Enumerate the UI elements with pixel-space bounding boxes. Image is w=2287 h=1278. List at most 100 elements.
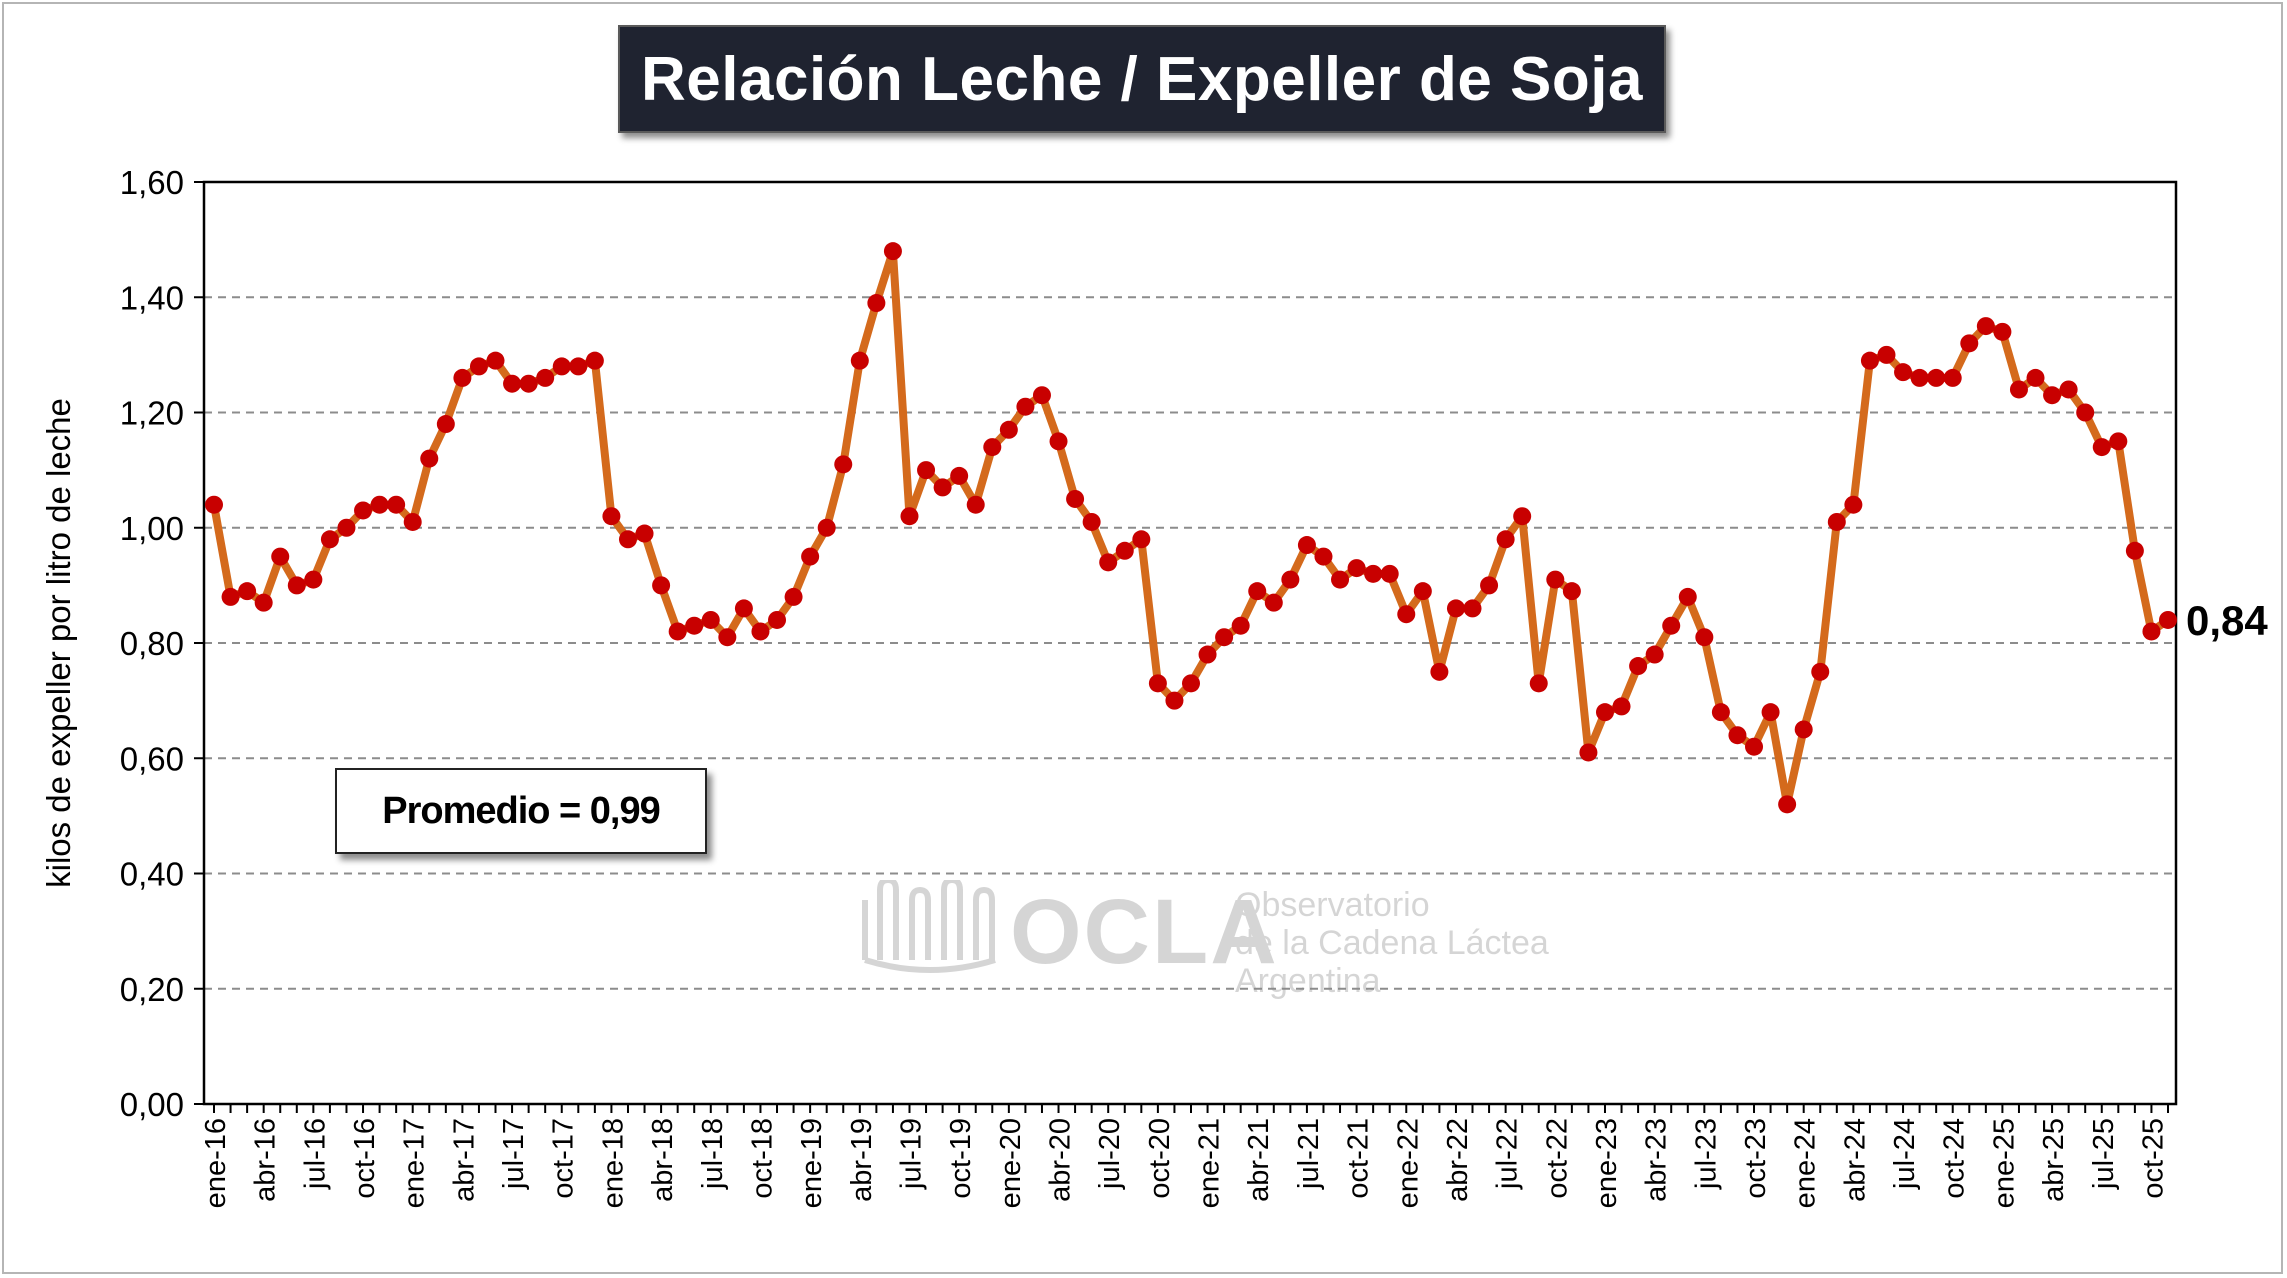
- x-tick-label: abr-24: [1839, 1118, 1871, 1202]
- x-tick-label: jul-17: [498, 1118, 530, 1190]
- x-tick-label: jul-20: [1094, 1118, 1126, 1190]
- x-tick-label: abr-22: [1442, 1118, 1474, 1202]
- data-point: [602, 507, 621, 526]
- data-point: [2059, 380, 2078, 399]
- data-point: [768, 610, 787, 629]
- data-point: [2043, 386, 2062, 405]
- data-point: [370, 495, 389, 514]
- x-tick-label: oct-16: [349, 1118, 381, 1199]
- axes: 0,00 0,20 0,40 0,60 0,80 1,00 1,20 1,40 1,60 ene-…: [120, 164, 2170, 1208]
- data-point: [354, 501, 373, 520]
- chart-title: Relación Leche / Expeller de Soja: [641, 44, 1643, 114]
- data-point: [1480, 576, 1499, 595]
- data-point: [685, 616, 704, 635]
- data-point: [221, 587, 240, 606]
- average-label-box: Promedio = 0,99: [335, 768, 707, 854]
- y-tick-label: 1,20: [120, 395, 184, 432]
- data-point: [205, 495, 223, 514]
- x-tick-label: ene-17: [399, 1118, 431, 1208]
- data-point: [1645, 645, 1664, 664]
- x-tick-label: oct-24: [1939, 1118, 1971, 1199]
- x-tick-label: jul-22: [1492, 1118, 1524, 1190]
- data-point: [1430, 662, 1449, 681]
- x-tick-label: ene-22: [1392, 1118, 1424, 1208]
- data-point: [1496, 530, 1515, 549]
- data-point: [1894, 363, 1913, 382]
- data-point: [536, 368, 555, 387]
- data-point: [1446, 599, 1465, 618]
- gridlines: [204, 296, 2176, 990]
- x-tick-label: jul-21: [1293, 1118, 1325, 1190]
- data-point: [1844, 495, 1863, 514]
- data-point: [917, 461, 936, 480]
- x-tick-label: oct-18: [746, 1118, 778, 1199]
- data-point: [966, 495, 985, 514]
- data-points: [205, 242, 2177, 814]
- x-tick-label: oct-25: [2137, 1118, 2169, 1199]
- data-point: [1811, 662, 1830, 681]
- data-point: [1413, 582, 1432, 601]
- watermark-line-2: de la Cadena Láctea: [1235, 924, 1549, 962]
- data-point: [1082, 512, 1101, 531]
- data-point: [999, 420, 1018, 439]
- data-point: [1728, 726, 1747, 745]
- data-point: [1629, 657, 1648, 676]
- x-tick-label: ene-19: [796, 1118, 828, 1208]
- data-point: [850, 351, 869, 370]
- watermark-line-1: Observatorio: [1235, 886, 1430, 924]
- data-point: [569, 357, 588, 376]
- data-point: [304, 570, 323, 589]
- y-tick-label: 1,60: [120, 164, 184, 201]
- data-point: [1827, 512, 1846, 531]
- x-tick-label: ene-20: [995, 1118, 1027, 1208]
- data-point: [420, 449, 439, 468]
- data-point: [1579, 743, 1598, 762]
- data-point: [320, 530, 339, 549]
- data-point: [751, 622, 770, 641]
- data-point: [933, 478, 952, 497]
- x-tick-label: abr-18: [647, 1118, 679, 1202]
- data-point: [867, 294, 886, 313]
- y-tick-label: 0,60: [120, 740, 184, 777]
- data-point: [1248, 582, 1267, 601]
- data-point: [718, 628, 737, 647]
- data-point: [701, 610, 720, 629]
- average-label: Promedio = 0,99: [382, 789, 661, 832]
- data-point: [1347, 559, 1366, 578]
- data-point: [254, 593, 273, 612]
- data-point: [1513, 507, 1532, 526]
- data-point: [1993, 322, 2012, 341]
- x-tick-label: ene-25: [1988, 1118, 2020, 1208]
- x-tick-label: jul-24: [1889, 1118, 1921, 1190]
- data-point: [271, 547, 290, 566]
- x-tick-label: ene-21: [1194, 1118, 1226, 1208]
- y-axis-label: kilos de expeller por litro de leche: [40, 398, 77, 888]
- data-point: [1927, 368, 1946, 387]
- data-point: [1778, 795, 1797, 814]
- data-point: [436, 415, 455, 434]
- x-tick-label: abr-21: [1243, 1118, 1275, 1202]
- x-tick-label: jul-25: [2088, 1118, 2120, 1190]
- data-point: [652, 576, 671, 595]
- x-tick-label: ene-18: [597, 1118, 629, 1208]
- data-point: [585, 351, 604, 370]
- data-point: [2125, 541, 2144, 560]
- data-point: [1032, 386, 1051, 405]
- data-point: [1695, 628, 1714, 647]
- data-point: [784, 587, 803, 606]
- y-tick-label: 0,20: [120, 971, 184, 1008]
- data-point: [2142, 622, 2161, 641]
- data-point: [1562, 582, 1581, 601]
- data-point: [1331, 570, 1350, 589]
- y-tick-label: 0,40: [120, 856, 184, 893]
- data-point: [635, 524, 654, 543]
- data-point: [2026, 368, 2045, 387]
- data-point: [801, 547, 820, 566]
- data-point: [1281, 570, 1300, 589]
- data-point: [1231, 616, 1250, 635]
- data-point: [1148, 674, 1167, 693]
- data-point: [668, 622, 687, 641]
- y-tick-label: 1,00: [120, 510, 184, 547]
